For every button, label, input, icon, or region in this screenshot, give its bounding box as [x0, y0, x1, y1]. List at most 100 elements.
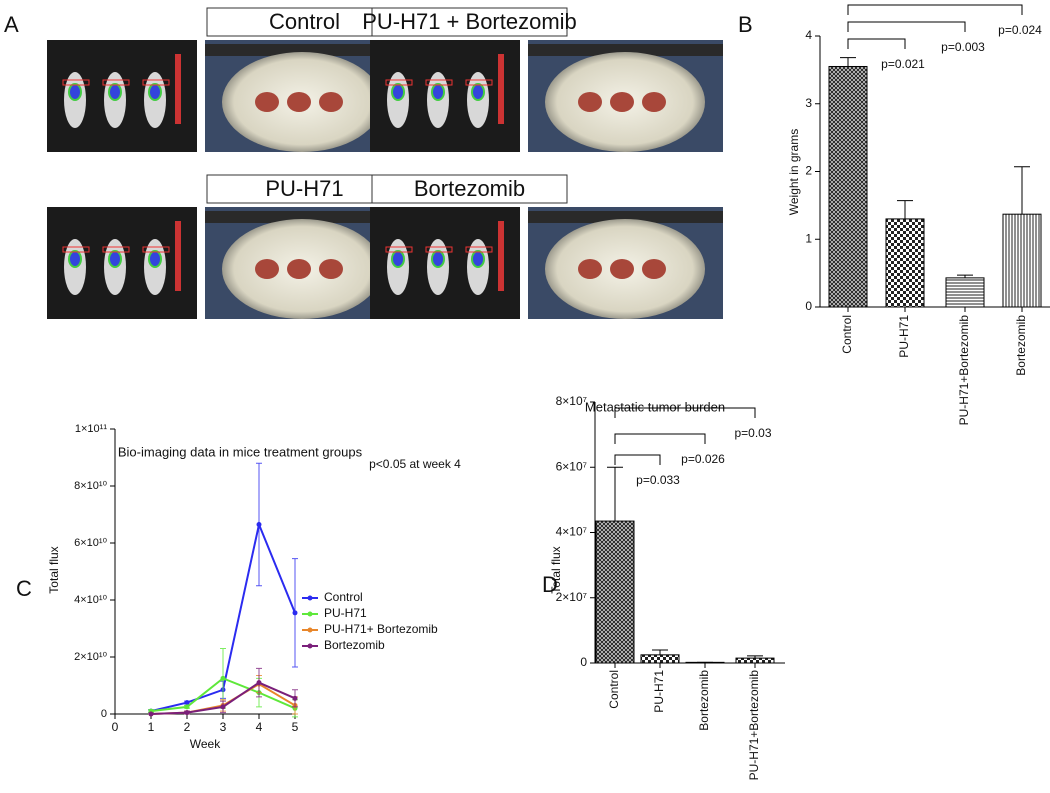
p-value: p=0.024: [998, 23, 1042, 37]
roi-label: [425, 79, 453, 86]
p-value: p=0.033: [636, 473, 680, 487]
p-value: p=0.003: [941, 40, 985, 54]
y-tick-label: 0: [805, 299, 812, 313]
x-axis-label: Week: [190, 737, 221, 751]
point: [184, 700, 190, 706]
signal: [68, 250, 82, 268]
legend-marker: [307, 643, 313, 649]
roi-label: [102, 79, 130, 86]
point: [256, 521, 262, 527]
x-tick-label: 1: [148, 720, 155, 734]
y-tick-label: 3: [805, 96, 812, 110]
image-title: PU-H71 + Bortezomib: [362, 9, 577, 34]
x-tick-label: PU-H71+Bortezomib: [957, 315, 971, 426]
signal: [471, 250, 485, 268]
point: [256, 680, 262, 686]
p-value: p=0.03: [734, 426, 771, 440]
significance-bracket: [847, 38, 906, 49]
x-tick-label: Bortezomib: [697, 670, 711, 731]
tumor: [578, 259, 602, 279]
error-bar: [957, 274, 973, 278]
y-axis-label: Total flux: [549, 546, 563, 593]
legend-label: PU-H71+ Bortezomib: [324, 622, 438, 636]
roi-label: [142, 79, 170, 86]
x-tick-label: PU-H71+Bortezomib: [747, 670, 761, 781]
legend-label: Bortezomib: [324, 638, 385, 652]
y-tick-label: 8×10⁷: [556, 394, 587, 408]
color-scale: [175, 221, 181, 291]
roi-label: [385, 246, 413, 253]
ruler: [528, 44, 723, 56]
y-tick-label: 2×10⁷: [556, 590, 587, 604]
roi-label: [465, 246, 493, 253]
image-title: Bortezomib: [414, 176, 525, 201]
tumor: [578, 92, 602, 112]
tumor: [287, 259, 311, 279]
tumor: [319, 259, 343, 279]
legend-marker: [307, 627, 313, 633]
bar: [885, 218, 925, 308]
y-tick-label: 0: [101, 708, 107, 720]
significance-bracket: [614, 433, 706, 444]
signal: [108, 250, 122, 268]
color-scale: [498, 221, 504, 291]
signal: [471, 83, 485, 101]
x-tick-label: PU-H71: [897, 315, 911, 358]
y-tick-label: 8×10¹⁰: [74, 480, 107, 492]
significance-bracket: [847, 4, 1023, 15]
signal: [431, 250, 445, 268]
roi-label: [62, 246, 90, 253]
roi-label: [425, 246, 453, 253]
panel-label: C: [16, 576, 32, 601]
chart-title: Bio-imaging data in mice treatment group…: [118, 444, 363, 459]
significance-bracket: [847, 21, 966, 32]
p-value: p=0.021: [881, 57, 925, 71]
bar: [945, 277, 985, 308]
y-tick-label: 1: [805, 231, 812, 245]
signal: [108, 83, 122, 101]
y-tick-label: 4×10¹⁰: [74, 594, 107, 606]
point: [220, 704, 226, 710]
tumor: [642, 259, 666, 279]
y-tick-label: 1×10¹¹: [75, 423, 107, 435]
panel-label: D: [542, 572, 558, 597]
legend-marker: [307, 611, 313, 617]
signal: [148, 250, 162, 268]
roi-label: [142, 246, 170, 253]
tumor: [255, 259, 279, 279]
ruler: [205, 211, 400, 223]
legend-label: Control: [324, 590, 363, 604]
bar: [828, 65, 868, 308]
legend-label: PU-H71: [324, 606, 367, 620]
bar: [595, 520, 635, 664]
signal: [68, 83, 82, 101]
tumor: [642, 92, 666, 112]
y-tick-label: 0: [580, 655, 587, 669]
roi-label: [102, 246, 130, 253]
signal: [391, 250, 405, 268]
error-bar: [897, 200, 913, 219]
y-tick-label: 4: [805, 28, 812, 42]
x-tick-label: Bortezomib: [1014, 315, 1028, 376]
x-tick-label: Control: [607, 670, 621, 709]
bar: [640, 654, 680, 664]
y-tick-label: 6×10⁷: [556, 459, 587, 473]
error-bar: [1014, 166, 1030, 215]
panel-a: A Control PU-H71 + Bortezomib PU-H71 Bortez…: [4, 7, 723, 319]
y-axis-label: Weight in grams: [787, 129, 801, 215]
tumor: [610, 92, 634, 112]
panel-label: B: [738, 12, 753, 37]
bar: [735, 657, 775, 664]
color-scale: [498, 54, 504, 124]
x-tick-label: 0: [112, 720, 119, 734]
tumor: [255, 92, 279, 112]
point: [220, 675, 226, 681]
chart-title: Metastatic tumor burden: [585, 399, 725, 414]
signal: [148, 83, 162, 101]
title-box: [371, 7, 568, 37]
error-bar: [840, 57, 856, 67]
x-tick-label: 2: [184, 720, 191, 734]
y-axis-label: Total flux: [47, 546, 61, 593]
x-tick-label: Control: [840, 315, 854, 354]
